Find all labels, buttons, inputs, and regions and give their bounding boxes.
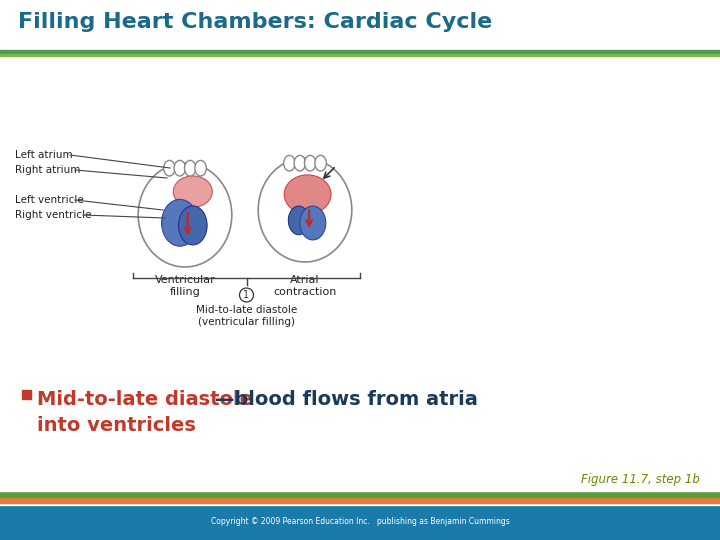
Ellipse shape	[300, 206, 325, 240]
Bar	[0, 491, 720, 497]
Ellipse shape	[258, 158, 352, 262]
Ellipse shape	[163, 160, 175, 176]
Ellipse shape	[288, 206, 309, 235]
Ellipse shape	[305, 156, 316, 171]
Ellipse shape	[184, 160, 196, 176]
Ellipse shape	[179, 206, 207, 245]
Ellipse shape	[284, 156, 295, 171]
Text: Figure 11.7, step 1b: Figure 11.7, step 1b	[581, 473, 700, 486]
Bar	[0, 505, 720, 540]
Bar	[0, 489, 720, 491]
Bar	[22, 390, 31, 399]
Ellipse shape	[294, 156, 305, 171]
Ellipse shape	[174, 160, 186, 176]
Text: Filling Heart Chambers: Cardiac Cycle: Filling Heart Chambers: Cardiac Cycle	[18, 12, 492, 32]
Text: Right atrium: Right atrium	[15, 165, 81, 175]
Text: Copyright © 2009 Pearson Education Inc.   publishing as Benjamin Cummings: Copyright © 2009 Pearson Education Inc. …	[211, 517, 509, 526]
Text: Mid-to-late diastole: Mid-to-late diastole	[37, 390, 253, 409]
Text: —blood flows from atria: —blood flows from atria	[215, 390, 478, 409]
Ellipse shape	[195, 160, 207, 176]
Bar	[0, 50, 720, 53]
Ellipse shape	[315, 156, 326, 171]
Ellipse shape	[284, 175, 331, 214]
Text: into ventricles: into ventricles	[37, 416, 196, 435]
Ellipse shape	[161, 199, 198, 246]
Ellipse shape	[174, 176, 212, 207]
Text: Atrial
contraction: Atrial contraction	[274, 275, 337, 296]
Bar	[0, 497, 720, 503]
Text: Right ventricle: Right ventricle	[15, 210, 91, 220]
Text: Left ventricle: Left ventricle	[15, 195, 84, 205]
Text: Mid-to-late diastole
(ventricular filling): Mid-to-late diastole (ventricular fillin…	[196, 305, 297, 327]
Bar	[0, 53, 720, 56]
Bar	[0, 503, 720, 505]
Ellipse shape	[138, 163, 232, 267]
Text: Ventricular
filling: Ventricular filling	[155, 275, 215, 296]
Text: Left atrium: Left atrium	[15, 150, 73, 160]
Text: 1: 1	[243, 290, 250, 300]
